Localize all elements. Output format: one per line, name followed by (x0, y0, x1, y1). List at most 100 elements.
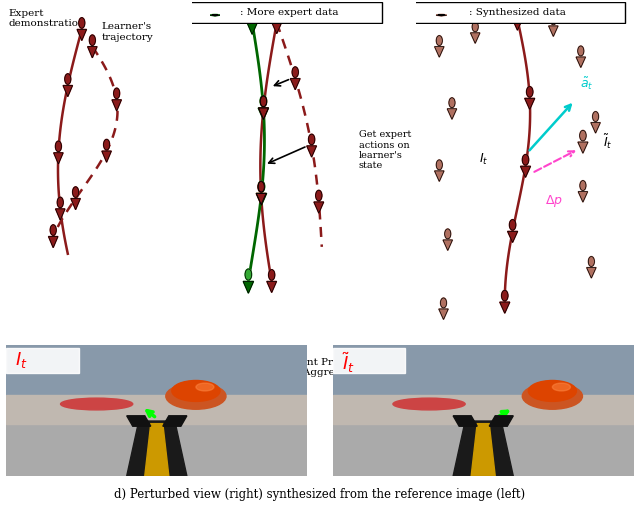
FancyBboxPatch shape (190, 2, 382, 23)
Text: c) Proposed Approach (Out-of-
distribution data and label synthesis): c) Proposed Approach (Out-of- distributi… (443, 357, 613, 377)
Circle shape (440, 298, 447, 308)
Polygon shape (470, 33, 480, 43)
Text: : More expert data: : More expert data (240, 8, 339, 17)
Polygon shape (591, 122, 600, 133)
Circle shape (104, 139, 109, 150)
Circle shape (274, 11, 280, 21)
Ellipse shape (61, 398, 132, 410)
Polygon shape (54, 153, 63, 164)
Circle shape (445, 229, 451, 239)
Polygon shape (439, 309, 448, 320)
Circle shape (50, 225, 56, 235)
Text: Expert
demonstration: Expert demonstration (8, 9, 85, 28)
Circle shape (580, 130, 586, 141)
Polygon shape (453, 416, 477, 426)
Polygon shape (71, 199, 80, 210)
Polygon shape (508, 231, 518, 243)
Polygon shape (102, 151, 111, 162)
Circle shape (436, 36, 442, 46)
Circle shape (527, 86, 533, 97)
Circle shape (502, 290, 508, 301)
Polygon shape (63, 85, 72, 97)
Polygon shape (333, 421, 634, 476)
Circle shape (514, 7, 521, 18)
Circle shape (72, 187, 79, 197)
Circle shape (65, 74, 71, 84)
Polygon shape (443, 240, 452, 251)
Text: $I_t$: $I_t$ (479, 152, 488, 167)
Polygon shape (489, 416, 513, 426)
Circle shape (260, 96, 267, 107)
Circle shape (79, 18, 85, 28)
Polygon shape (272, 22, 282, 33)
Polygon shape (243, 281, 253, 293)
Circle shape (472, 22, 478, 32)
Text: Get expert
actions on
learner's
state: Get expert actions on learner's state (358, 130, 411, 170)
Circle shape (578, 46, 584, 56)
Circle shape (166, 383, 226, 409)
Text: Learner's
trajectory: Learner's trajectory (102, 22, 154, 42)
Circle shape (258, 181, 264, 192)
Polygon shape (513, 19, 522, 30)
Polygon shape (112, 100, 122, 111)
Polygon shape (435, 47, 444, 57)
Polygon shape (471, 424, 495, 476)
Text: $I_t$: $I_t$ (15, 350, 28, 370)
Circle shape (522, 154, 529, 165)
Circle shape (552, 383, 570, 391)
Polygon shape (77, 29, 86, 41)
Polygon shape (500, 302, 510, 313)
Polygon shape (578, 142, 588, 153)
Polygon shape (314, 202, 324, 213)
Polygon shape (307, 146, 317, 157)
Circle shape (509, 220, 516, 230)
Circle shape (57, 197, 63, 208)
Polygon shape (291, 78, 300, 90)
Circle shape (258, 181, 265, 192)
Polygon shape (56, 209, 65, 220)
Circle shape (449, 98, 455, 108)
FancyBboxPatch shape (414, 2, 625, 23)
Polygon shape (6, 345, 307, 404)
Polygon shape (210, 15, 220, 16)
Circle shape (196, 383, 214, 391)
Circle shape (56, 141, 61, 152)
FancyBboxPatch shape (333, 348, 405, 372)
Polygon shape (548, 26, 558, 37)
Polygon shape (578, 191, 588, 202)
Polygon shape (520, 166, 531, 177)
Circle shape (588, 256, 595, 266)
Polygon shape (127, 421, 187, 476)
Circle shape (172, 381, 220, 402)
Polygon shape (267, 281, 276, 292)
Polygon shape (333, 395, 634, 424)
Polygon shape (247, 22, 257, 35)
Circle shape (436, 160, 442, 170)
Polygon shape (6, 421, 307, 476)
Polygon shape (145, 424, 169, 476)
Polygon shape (453, 421, 513, 476)
Circle shape (260, 96, 267, 107)
Polygon shape (525, 98, 535, 109)
Polygon shape (163, 416, 187, 426)
Polygon shape (258, 108, 269, 120)
Polygon shape (88, 47, 97, 58)
Circle shape (580, 180, 586, 190)
Text: $\Delta p$: $\Delta p$ (545, 193, 563, 209)
Circle shape (90, 35, 95, 46)
Polygon shape (436, 15, 447, 16)
Text: d) Perturbed view (right) synthesized from the reference image (left): d) Perturbed view (right) synthesized fr… (115, 488, 525, 501)
Polygon shape (256, 194, 266, 204)
Polygon shape (256, 194, 267, 205)
Circle shape (249, 10, 255, 21)
FancyBboxPatch shape (6, 348, 79, 372)
Circle shape (316, 190, 322, 201)
Circle shape (593, 111, 598, 121)
Text: $\tilde{a}_t$: $\tilde{a}_t$ (580, 75, 594, 92)
Circle shape (522, 383, 582, 409)
Polygon shape (49, 236, 58, 248)
Polygon shape (435, 171, 444, 181)
Polygon shape (587, 268, 596, 278)
Circle shape (550, 15, 556, 25)
Polygon shape (259, 108, 268, 119)
